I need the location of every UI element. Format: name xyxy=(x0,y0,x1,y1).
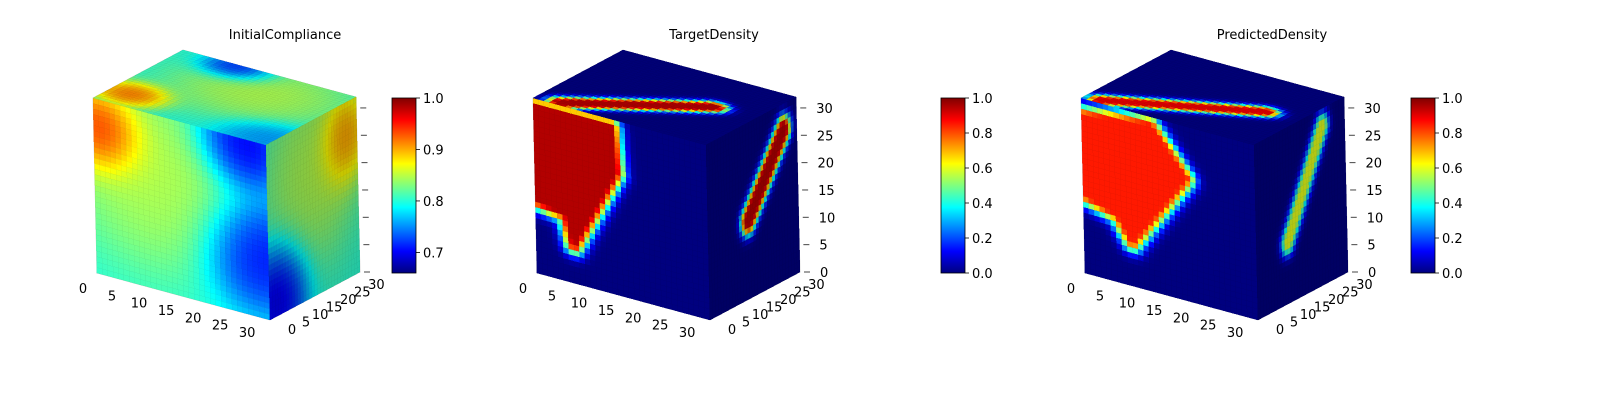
voxel xyxy=(279,135,284,144)
voxel xyxy=(293,128,298,136)
voxel xyxy=(268,141,273,150)
voxel xyxy=(288,131,292,139)
x-tick-label: 25 xyxy=(212,319,229,334)
voxel xyxy=(352,96,357,105)
y-tick-label: 5 xyxy=(302,316,310,331)
voxel xyxy=(319,114,323,123)
voxel xyxy=(271,140,275,148)
voxel xyxy=(327,110,332,118)
voxel xyxy=(265,143,270,151)
panel-target-density: TargetDensity 0 5 10 15 20 25 30 0 5 101520253005… xyxy=(519,28,993,341)
x-tick-label: 0 xyxy=(79,282,87,297)
voxel xyxy=(347,99,351,108)
x-tick-label: 5 xyxy=(108,289,116,304)
colorbar-tick-label: 0.8 xyxy=(423,195,444,210)
voxel xyxy=(307,120,312,129)
voxel xyxy=(299,125,303,133)
x-tick-label: 20 xyxy=(185,311,202,326)
x-tick-label: 10 xyxy=(131,297,148,312)
voxel xyxy=(333,107,337,115)
voxel xyxy=(296,126,301,135)
x-tick-label: 15 xyxy=(158,304,175,319)
voxel xyxy=(277,137,281,145)
voxel xyxy=(344,101,348,109)
voxel xyxy=(310,119,315,127)
voxel xyxy=(291,129,295,138)
voxel xyxy=(285,132,289,141)
voxel xyxy=(338,104,343,112)
colorbar-tick-label: 0.9 xyxy=(423,143,444,158)
voxel xyxy=(282,134,287,142)
voxel xyxy=(313,117,318,126)
cube-face-front xyxy=(92,97,271,321)
voxel xyxy=(316,116,320,124)
panel-title: InitialCompliance xyxy=(229,28,342,43)
voxel xyxy=(324,111,329,120)
colorbar-tick-label: 1.0 xyxy=(423,92,444,107)
panel-initial-compliance: InitialCompliance 0 5 10 15 20 25 30 0 5 10152025… xyxy=(79,28,444,341)
voxel xyxy=(336,105,340,114)
panel-title: TargetDensity xyxy=(668,28,759,43)
voxel xyxy=(350,98,354,106)
voxel xyxy=(330,108,334,117)
voxel xyxy=(341,102,346,111)
colorbar: 0.7 0.8 0.9 1.0 xyxy=(391,92,444,274)
z-tick-marks xyxy=(360,107,370,273)
colorbar-tick-label: 0.7 xyxy=(423,246,444,261)
y-tick-label: 30 xyxy=(368,278,385,293)
voxel xyxy=(322,113,326,121)
colorbar-scale xyxy=(391,97,417,274)
y-tick-label: 0 xyxy=(288,323,296,338)
voxel xyxy=(302,123,306,132)
voxel xyxy=(305,122,309,130)
voxel xyxy=(274,138,278,147)
x-tick-label: 30 xyxy=(239,326,256,341)
